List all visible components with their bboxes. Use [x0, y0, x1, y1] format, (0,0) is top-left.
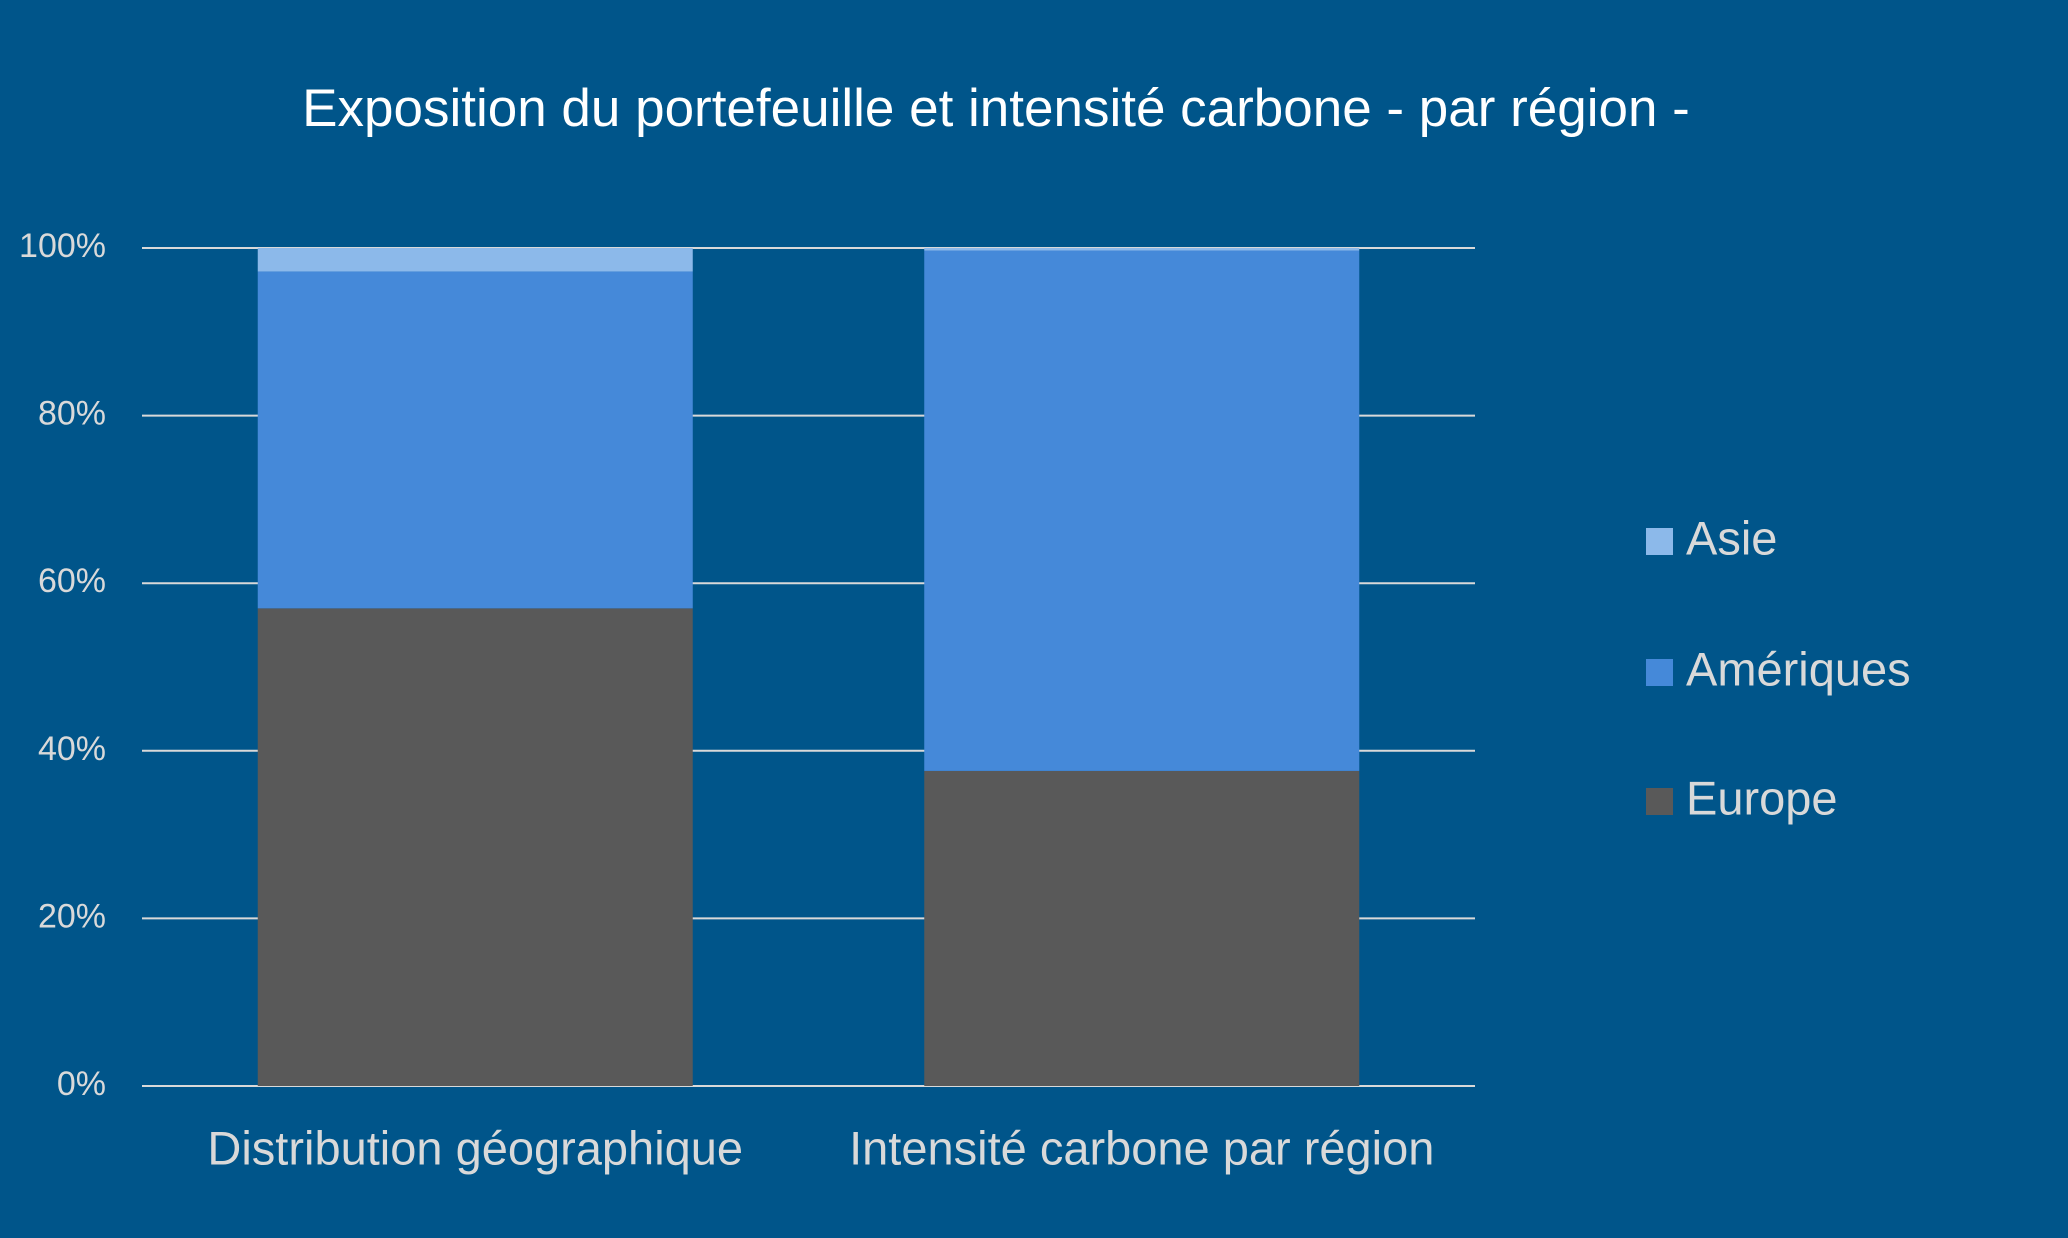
y-tick-label: 60% — [38, 562, 106, 600]
legend-swatch — [1646, 788, 1673, 815]
bar-segment — [924, 770, 1360, 1086]
bar-segment — [924, 248, 1360, 251]
legend-label: Asie — [1686, 511, 1777, 564]
y-tick-label: 100% — [19, 227, 106, 265]
bar-segment — [257, 248, 693, 272]
legend-label: Europe — [1686, 771, 1838, 824]
legend-swatch — [1646, 659, 1673, 686]
chart-title: Exposition du portefeuille et intensité … — [302, 79, 1690, 138]
bar-segment — [257, 271, 693, 609]
y-tick-label: 0% — [57, 1065, 106, 1103]
bar-segment — [257, 608, 693, 1086]
x-tick-label: Distribution géographique — [207, 1121, 743, 1174]
y-tick-label: 20% — [38, 897, 106, 935]
legend-label: Amériques — [1686, 642, 1911, 695]
y-tick-label: 40% — [38, 730, 106, 768]
x-tick-label: Intensité carbone par région — [849, 1121, 1434, 1174]
y-tick-label: 80% — [38, 395, 106, 433]
legend-swatch — [1646, 528, 1673, 555]
bar-segment — [924, 250, 1360, 771]
